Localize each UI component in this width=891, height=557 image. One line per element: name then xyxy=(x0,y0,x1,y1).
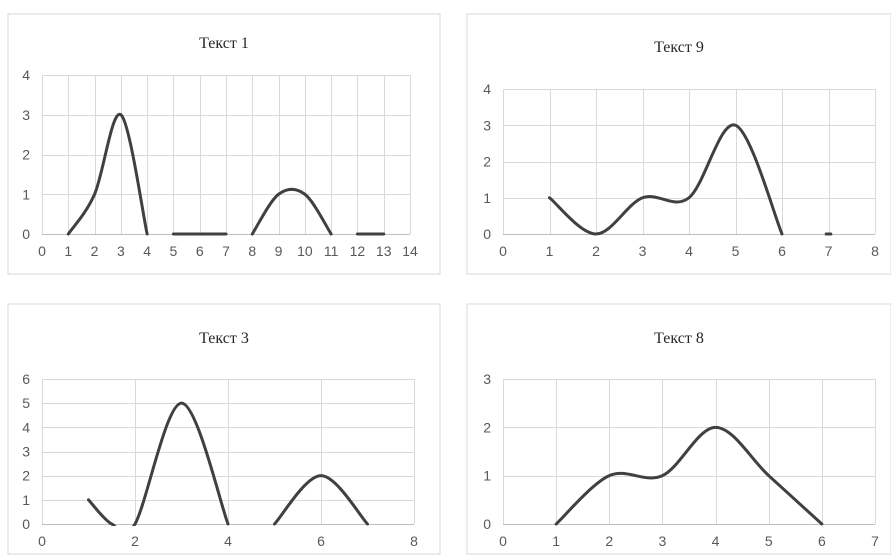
x-tick-label: 1 xyxy=(546,243,554,259)
x-tick-label: 2 xyxy=(605,533,613,549)
y-tick-label: 2 xyxy=(22,468,30,484)
y-tick-label: 4 xyxy=(22,67,30,83)
y-tick-label: 1 xyxy=(483,190,491,206)
x-tick-label: 2 xyxy=(91,243,99,259)
x-tick-label: 5 xyxy=(765,533,773,549)
x-tick-label: 8 xyxy=(248,243,256,259)
y-tick-label: 0 xyxy=(483,516,491,532)
y-tick-label: 3 xyxy=(22,107,30,123)
chart-frame xyxy=(7,13,441,275)
x-tick-label: 6 xyxy=(317,533,325,549)
x-tick-label: 4 xyxy=(712,533,720,549)
x-tick-label: 7 xyxy=(871,533,879,549)
chart-title: Текст 8 xyxy=(654,330,704,347)
series-line xyxy=(273,474,369,526)
y-tick-label: 3 xyxy=(483,371,491,387)
x-tick-label: 13 xyxy=(376,243,392,259)
y-tick-label: 5 xyxy=(22,395,30,411)
x-tick-label: 0 xyxy=(38,533,46,549)
y-tick-label: 2 xyxy=(483,154,491,170)
x-tick-label: 10 xyxy=(297,243,313,259)
x-tick-label: 8 xyxy=(871,243,879,259)
y-tick-label: 0 xyxy=(22,226,30,242)
series-line xyxy=(554,425,824,526)
x-tick-label: 3 xyxy=(117,243,125,259)
chart-title: Текст 3 xyxy=(199,330,249,347)
chart-frame xyxy=(466,13,891,275)
x-tick-label: 7 xyxy=(825,243,833,259)
x-tick-label: 6 xyxy=(778,243,786,259)
y-tick-label: 6 xyxy=(22,371,30,387)
chart-title: Текст 9 xyxy=(654,39,704,56)
y-tick-label: 2 xyxy=(22,147,30,163)
y-tick-label: 1 xyxy=(483,468,491,484)
x-tick-label: 2 xyxy=(131,533,139,549)
x-tick-label: 3 xyxy=(659,533,667,549)
x-tick-label: 7 xyxy=(222,243,230,259)
x-tick-label: 3 xyxy=(639,243,647,259)
x-tick-label: 6 xyxy=(196,243,204,259)
x-tick-label: 11 xyxy=(324,243,339,259)
x-tick-label: 14 xyxy=(402,243,418,259)
y-tick-label: 4 xyxy=(22,419,30,435)
x-tick-label: 5 xyxy=(170,243,178,259)
x-tick-label: 4 xyxy=(685,243,693,259)
chart-panel-3: Текст 3 0 2 4 6 8 0 1 2 3 4 5 6 xyxy=(7,303,441,555)
x-tick-label: 0 xyxy=(499,243,507,259)
y-tick-label: 3 xyxy=(22,444,30,460)
y-tick-label: 0 xyxy=(483,226,491,242)
y-tick-label: 1 xyxy=(22,492,30,508)
x-tick-label: 1 xyxy=(552,533,560,549)
chart-frame xyxy=(466,303,891,555)
x-tick-label: 5 xyxy=(732,243,740,259)
x-tick-label: 0 xyxy=(38,243,46,259)
x-tick-label: 2 xyxy=(592,243,600,259)
x-tick-label: 4 xyxy=(143,243,151,259)
series-line xyxy=(87,401,230,526)
x-tick-label: 12 xyxy=(350,243,366,259)
series-line xyxy=(250,187,333,236)
x-tick-label: 4 xyxy=(224,533,232,549)
chart-panel-4: Текст 8 0 1 2 3 4 5 6 7 0 1 2 3 xyxy=(466,303,891,555)
series-line xyxy=(548,123,784,236)
x-tick-label: 9 xyxy=(275,243,283,259)
y-tick-label: 2 xyxy=(483,419,491,435)
y-tick-label: 0 xyxy=(22,516,30,532)
y-tick-label: 4 xyxy=(483,81,491,97)
y-tick-label: 1 xyxy=(22,186,30,202)
x-tick-label: 6 xyxy=(818,533,826,549)
series-line xyxy=(66,113,149,236)
y-tick-label: 3 xyxy=(483,117,491,133)
x-tick-label: 0 xyxy=(499,533,507,549)
x-tick-label: 1 xyxy=(64,243,72,259)
chart-panel-2: Текст 9 0 1 2 3 4 5 6 7 8 0 1 2 3 4 xyxy=(466,13,891,275)
chart-title: Текст 1 xyxy=(199,35,249,52)
x-tick-label: 8 xyxy=(410,533,418,549)
